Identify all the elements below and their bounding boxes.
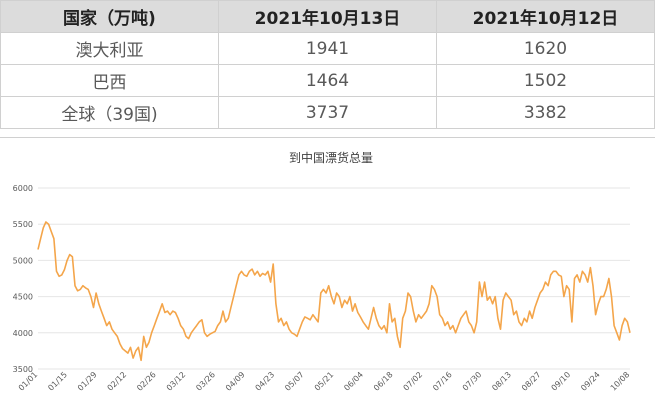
y-tick-label: 3500 [13,365,33,374]
x-tick-label: 01/29 [76,370,99,393]
x-tick-label: 05/07 [283,370,306,393]
x-tick-label: 03/26 [194,370,217,393]
cell-value: 1464 [218,64,437,97]
cell-value: 3737 [218,96,437,129]
x-tick-label: 10/08 [609,370,632,393]
cell-country: 巴西 [0,64,219,97]
y-axis: 3500 4000 4500 5000 5500 6000 [13,184,33,374]
cell-value: 3382 [436,96,655,129]
series-layer [37,221,631,362]
y-tick-label: 5500 [13,220,33,229]
x-tick-label: 09/24 [579,370,602,393]
x-tick-label: 04/09 [224,370,247,393]
x-tick-label: 08/13 [490,370,513,393]
cell-value: 1502 [436,64,655,97]
table-row: 全球（39国) 3737 3382 [0,96,655,129]
x-axis: 01/01 01/15 01/29 02/12 02/26 03/12 03/26 04/09… [17,370,632,393]
x-tick-label: 02/26 [135,370,158,393]
header-date-1: 2021年10月13日 [218,0,437,33]
y-tick-label: 4500 [13,293,33,302]
chart-container: 到中国漂货总量 3500 4000 4500 5000 5500 6000 01/01 01… [0,137,655,417]
table-header-row: 国家（万吨) 2021年10月13日 2021年10月12日 [0,0,655,33]
table-row: 巴西 1464 1502 [0,64,655,97]
table-row: 澳大利亚 1941 1620 [0,32,655,65]
cell-value: 1620 [436,32,655,65]
x-tick-label: 03/12 [165,370,188,393]
y-tick-label: 5000 [13,256,33,265]
x-tick-label: 07/30 [461,370,484,393]
x-tick-label: 09/10 [550,370,573,393]
x-tick-label: 04/23 [254,370,277,393]
chart-title: 到中国漂货总量 [289,150,373,165]
x-tick-label: 08/27 [520,370,543,393]
x-tick-label: 06/04 [342,370,365,393]
cell-country: 澳大利亚 [0,32,219,65]
grid-layer [38,187,630,370]
port-stock-table: 国家（万吨) 2021年10月13日 2021年10月12日 澳大利亚 1941… [0,0,655,129]
x-tick-label: 07/02 [402,370,425,393]
x-tick-label: 06/18 [372,370,395,393]
cell-value: 1941 [218,32,437,65]
y-tick-label: 4000 [13,329,33,338]
x-tick-label: 01/15 [46,370,69,393]
header-country: 国家（万吨) [0,0,219,33]
y-tick-label: 6000 [13,184,33,193]
x-tick-label: 02/12 [106,370,129,393]
x-tick-label: 05/21 [313,370,336,393]
cell-country: 全球（39国) [0,96,219,129]
header-date-2: 2021年10月12日 [436,0,655,33]
x-tick-label: 07/16 [431,370,454,393]
series-line [37,221,631,362]
